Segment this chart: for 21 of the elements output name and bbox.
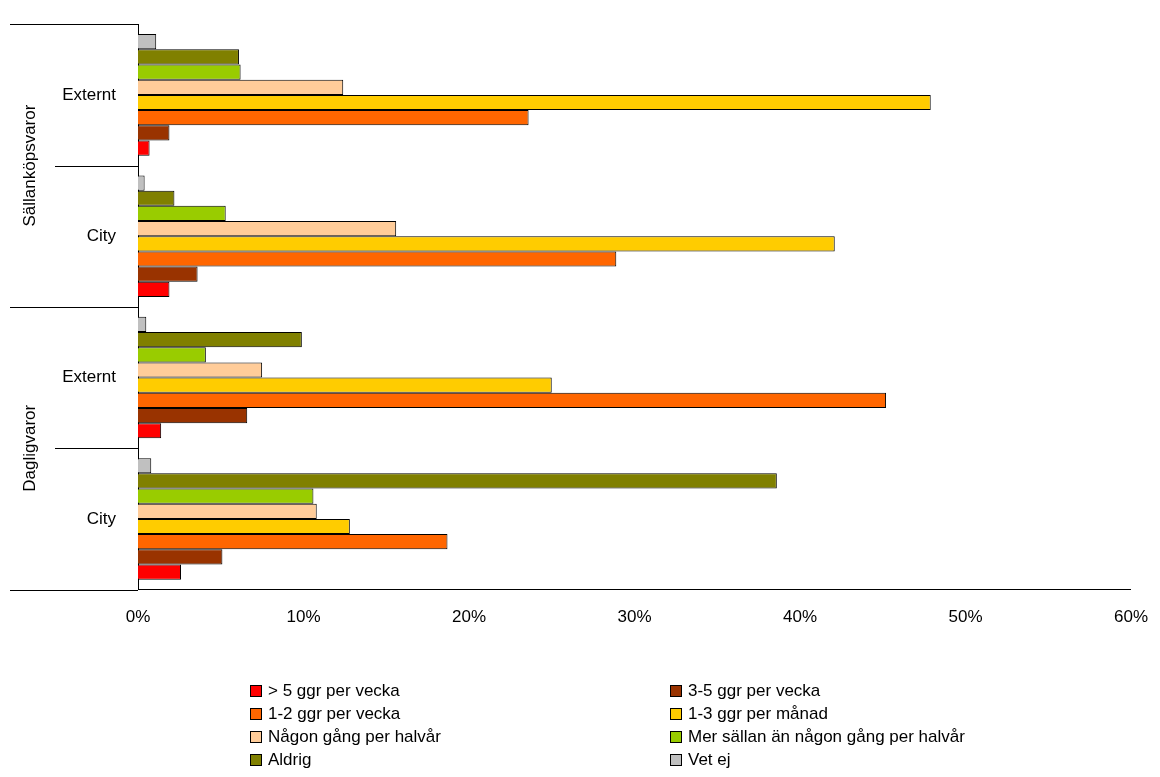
y-tick-label: Externt	[62, 84, 117, 104]
y-tick-label: City	[86, 508, 117, 528]
x-tick-label: 60%	[1113, 607, 1148, 627]
legend-label: Vet ej	[688, 749, 731, 770]
x-tick-label: 20%	[451, 607, 487, 627]
legend-label: Någon gång per halvår	[268, 726, 441, 747]
legend-label: 3-5 ggr per vecka	[688, 680, 821, 701]
y-tick-label: Externt	[62, 367, 117, 387]
legend-label: Aldrig	[268, 749, 312, 770]
legend-label: > 5 ggr per vecka	[268, 680, 400, 701]
x-tick-label: 0%	[125, 607, 151, 627]
x-tick-label: 40%	[782, 607, 818, 627]
x-tick-label: 30%	[617, 607, 652, 627]
y-tick-label: City	[86, 225, 117, 245]
legend-label: Mer sällan än någon gång per halvår	[688, 726, 965, 747]
text: Dagligvaror	[19, 404, 39, 492]
legend-label: 1-2 ggr per vecka	[268, 703, 401, 724]
x-tick-label: 50%	[948, 607, 983, 627]
text: Sällanköpsvaror	[19, 104, 39, 227]
x-tick-label: 10%	[286, 607, 321, 627]
legend-label: 1-3 ggr per månad	[688, 703, 828, 724]
